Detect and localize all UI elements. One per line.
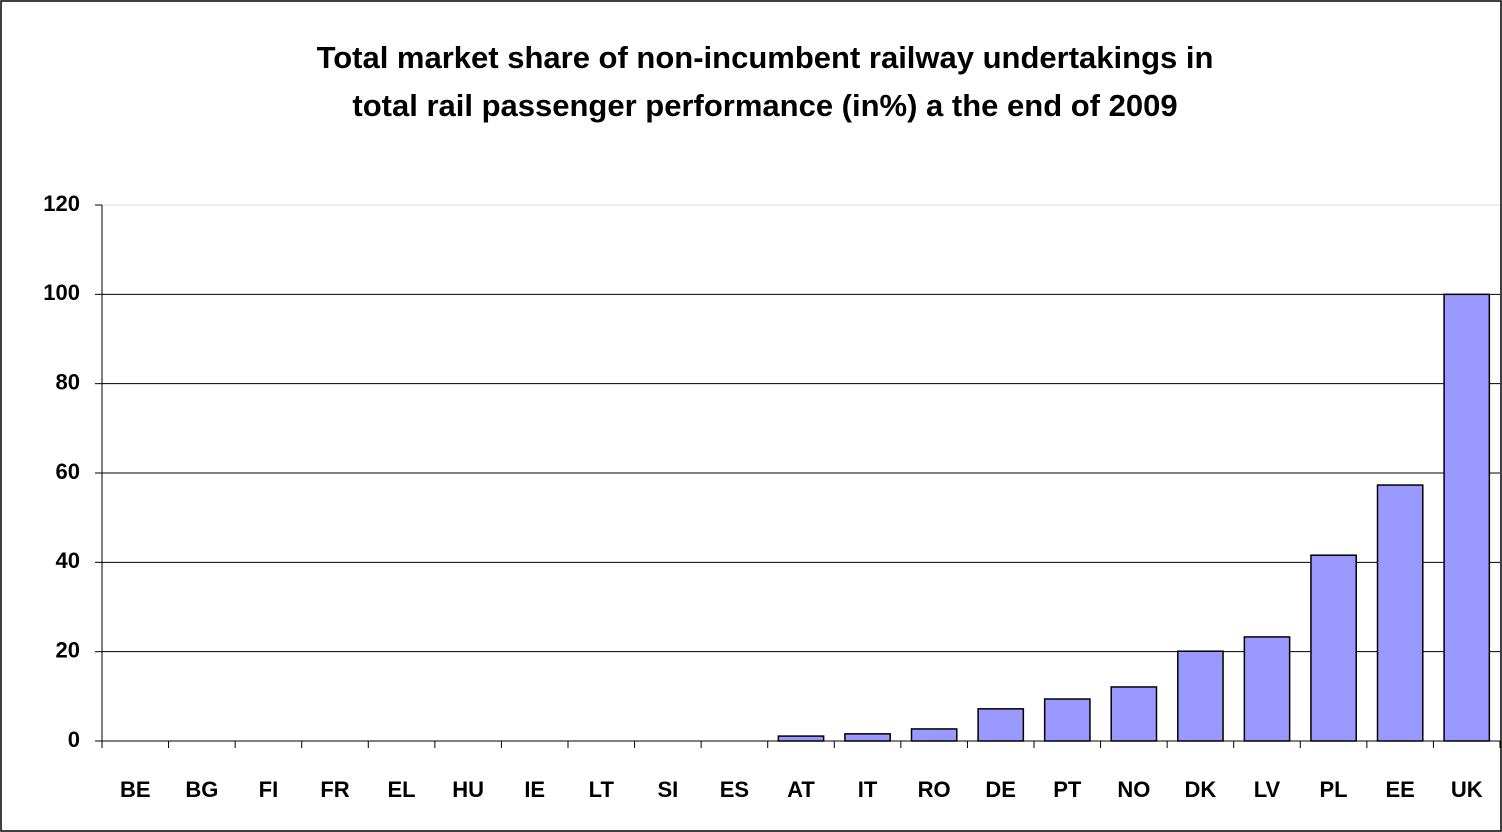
x-tick-label: AT — [787, 777, 815, 802]
y-tick-label: 0 — [68, 727, 80, 752]
y-tick-label: 60 — [56, 459, 80, 484]
bar — [977, 708, 1025, 742]
y-tick-label: 100 — [43, 280, 80, 305]
x-tick-label: PL — [1320, 777, 1348, 802]
x-tick-label: LT — [589, 777, 615, 802]
bar — [1243, 636, 1291, 742]
chart-title: Total market share of non-incumbent rail… — [317, 40, 1214, 75]
y-tick-label: 120 — [43, 191, 80, 216]
x-tick-label: DE — [985, 777, 1016, 802]
x-tick-label: IE — [524, 777, 545, 802]
x-tick-label: BE — [120, 777, 151, 802]
x-tick-label: FI — [259, 777, 279, 802]
chart-title: total rail passenger performance (in%) a… — [352, 88, 1177, 123]
x-tick-label: PT — [1053, 777, 1082, 802]
y-tick-label: 20 — [56, 637, 80, 662]
bar — [1110, 686, 1158, 742]
bar — [1376, 484, 1424, 742]
x-tick-label: SI — [657, 777, 678, 802]
bar — [1177, 650, 1224, 742]
x-tick-label: EL — [388, 777, 416, 802]
bar — [1310, 554, 1357, 742]
y-tick-label: 80 — [56, 369, 80, 394]
bar — [910, 728, 958, 742]
bar — [1443, 293, 1491, 742]
x-tick-label: IT — [858, 777, 878, 802]
x-tick-label: RO — [918, 777, 951, 802]
x-tick-label: ES — [720, 777, 749, 802]
y-tick-label: 40 — [56, 548, 80, 573]
x-tick-label: UK — [1451, 777, 1483, 802]
x-tick-label: NO — [1117, 777, 1150, 802]
bar — [1043, 698, 1091, 742]
x-tick-label: HU — [452, 777, 484, 802]
x-tick-label: EE — [1385, 777, 1414, 802]
bar — [777, 735, 825, 742]
x-tick-label: LV — [1254, 777, 1281, 802]
x-tick-label: FR — [320, 777, 349, 802]
x-tick-label: DK — [1185, 777, 1217, 802]
bar — [844, 733, 891, 742]
x-tick-label: BG — [185, 777, 218, 802]
